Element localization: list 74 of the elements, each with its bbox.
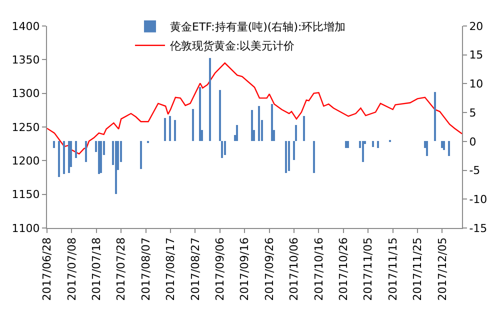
bar (441, 141, 443, 148)
bar (345, 141, 347, 148)
y2-tick-label: 20 (469, 20, 484, 33)
y-tick-label: 1300 (12, 87, 40, 100)
bar (224, 141, 226, 155)
x-tick-label: 2017/08/17 (164, 237, 178, 301)
y2-tick-label: 15 (469, 48, 484, 62)
y-tick-label: 1400 (12, 20, 40, 33)
bar (85, 141, 87, 162)
x-tick-label: 2017/07/18 (90, 237, 103, 301)
bar (372, 141, 374, 147)
bar (448, 141, 450, 156)
bar (100, 141, 102, 173)
x-tick-label: 2017/08/07 (139, 237, 152, 301)
bar (443, 141, 445, 150)
bar (303, 116, 305, 141)
bar (251, 110, 253, 141)
bar (236, 125, 238, 141)
bar (271, 104, 273, 141)
y-tick-label: 1150 (12, 188, 40, 202)
y-tick-label: 1100 (12, 222, 40, 235)
y2-tick-label: -15 (469, 222, 488, 235)
x-tick-label: 2017/11/05 (362, 237, 375, 301)
y2-tick-label: -10 (469, 192, 488, 206)
x-tick-label: 2017/07/28 (114, 237, 128, 301)
y-tick-label: 1200 (12, 154, 40, 168)
y-tick-label: 1250 (12, 120, 40, 134)
y2-tick-label: 10 (469, 78, 484, 91)
bar (293, 141, 295, 160)
x-tick-label: 2017/10/06 (288, 237, 301, 301)
bar (426, 141, 428, 156)
bar (285, 141, 287, 173)
y2-tick-label: -5 (469, 164, 480, 178)
bar (434, 92, 436, 141)
bar (377, 141, 379, 148)
bar (63, 141, 65, 174)
bar (219, 90, 221, 141)
legend-label: 伦敦现货黄金:以美元计价 (170, 40, 295, 53)
x-tick-label: 2017/08/27 (188, 237, 202, 301)
bar (347, 141, 349, 148)
x-tick-label: 2017/12/05 (436, 237, 449, 301)
x-tick-label: 2017/07/08 (65, 237, 78, 301)
line-series (47, 62, 462, 155)
bar (295, 125, 297, 141)
x-tick-label: 2017/10/16 (312, 237, 326, 301)
bar (258, 106, 260, 141)
bar (75, 141, 77, 158)
x-tick-label: 2017/06/28 (40, 237, 54, 301)
x-tick-label: 2017/09/26 (262, 237, 276, 301)
y2-tick-label: 5 (469, 106, 476, 120)
x-tick-label: 2017/09/16 (238, 237, 252, 301)
bar (169, 116, 171, 141)
bar (98, 141, 100, 174)
y2-tick-label: 0 (469, 135, 476, 148)
bar (221, 141, 223, 158)
bar (174, 120, 176, 141)
y-tick-label: 1350 (12, 54, 40, 67)
x-tick-label: 2017/10/26 (337, 237, 350, 301)
x-tick-label: 2017/09/06 (213, 237, 226, 301)
bar (140, 141, 142, 169)
bar (58, 141, 60, 177)
bar (68, 141, 70, 173)
x-tick-label: 2017/11/15 (386, 237, 400, 301)
bar (209, 58, 211, 141)
bar (362, 141, 364, 162)
bar (53, 141, 55, 148)
x-tick-label: 2017/11/25 (411, 237, 424, 301)
bar (313, 141, 315, 173)
bar (199, 87, 201, 141)
legend-label: 黄金ETF:持有量(吨)(右轴):环比增加 (170, 20, 346, 34)
bar (288, 141, 290, 171)
bar (192, 109, 194, 141)
bar (115, 141, 117, 194)
bar (164, 118, 166, 141)
